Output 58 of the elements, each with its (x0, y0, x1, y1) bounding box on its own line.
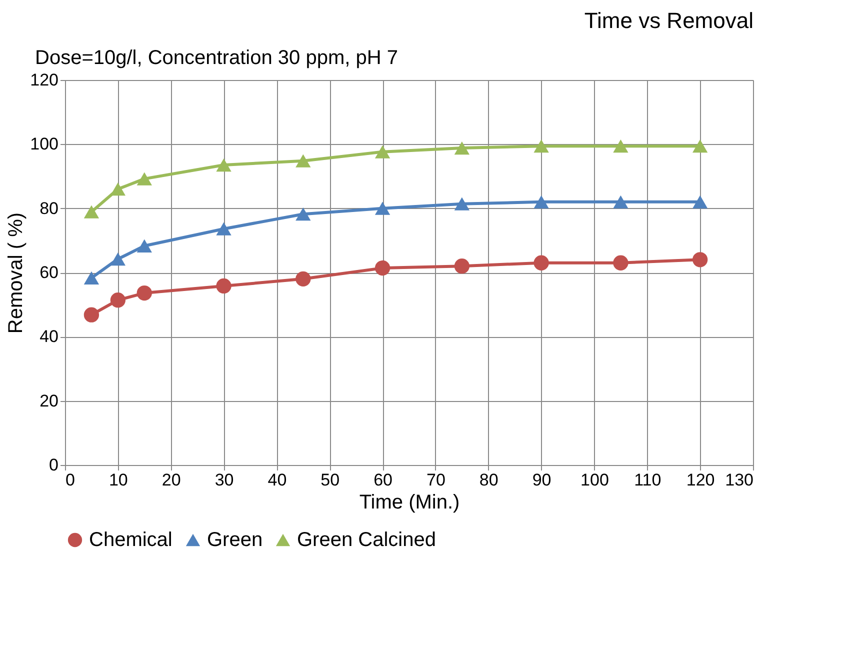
point (374, 145, 390, 158)
point (216, 278, 232, 294)
point (692, 140, 708, 153)
point (534, 140, 549, 153)
point (216, 222, 232, 236)
point (454, 141, 470, 155)
point (110, 292, 126, 308)
x-tick-label: 60 (374, 470, 392, 490)
point (454, 258, 470, 274)
point (110, 252, 126, 266)
point (613, 195, 628, 208)
x-tick-label: 0 (66, 470, 75, 490)
y-tick-label: 20 (40, 391, 58, 410)
point (136, 172, 152, 186)
x-tick-label: 80 (479, 470, 498, 490)
x-tick-label: 110 (634, 470, 662, 490)
point (454, 197, 470, 210)
legend-label: Chemical (89, 529, 172, 551)
y-tick-label: 100 (30, 134, 58, 154)
y-tick-label: 60 (40, 263, 58, 282)
point (84, 205, 100, 218)
point (692, 252, 708, 268)
x-tick-label: 100 (580, 470, 609, 490)
point (136, 285, 152, 301)
point (296, 154, 311, 168)
x-tick-label: 30 (214, 470, 234, 490)
chart-title: Time vs Removal (584, 8, 754, 33)
x-tick-label: 20 (162, 470, 181, 490)
text: Dose=10g/l, Concentration 30 ppm, pH 7 (35, 47, 398, 69)
y-tick-label: 40 (40, 327, 58, 346)
point (534, 255, 549, 270)
x-tick-label: 130 (725, 470, 754, 490)
point (136, 239, 152, 252)
point (374, 202, 390, 215)
point (216, 158, 232, 172)
point (613, 255, 628, 270)
point (613, 140, 628, 153)
point (534, 195, 549, 208)
legend-label: Green (207, 529, 263, 551)
point (84, 307, 100, 322)
y-axis-title: Removal ( %) (5, 212, 28, 334)
x-tick-label: 70 (426, 470, 446, 490)
y-tick-label: 0 (49, 456, 58, 474)
point (84, 271, 100, 285)
y-tick-label: 80 (40, 198, 58, 218)
x-tick-label: 90 (532, 470, 552, 490)
point (110, 182, 126, 196)
y-tick-label: 120 (30, 70, 58, 90)
x-tick-label: 40 (268, 470, 287, 490)
x-tick-label: 120 (686, 470, 715, 490)
legend-label: Green Calcined (297, 529, 436, 551)
x-axis-title: Time (Min.) (359, 492, 460, 514)
point (374, 260, 390, 276)
point (296, 271, 311, 286)
x-tick-label: 10 (108, 470, 128, 490)
point (692, 195, 708, 208)
point (296, 208, 311, 221)
x-tick-label: 50 (320, 470, 340, 490)
